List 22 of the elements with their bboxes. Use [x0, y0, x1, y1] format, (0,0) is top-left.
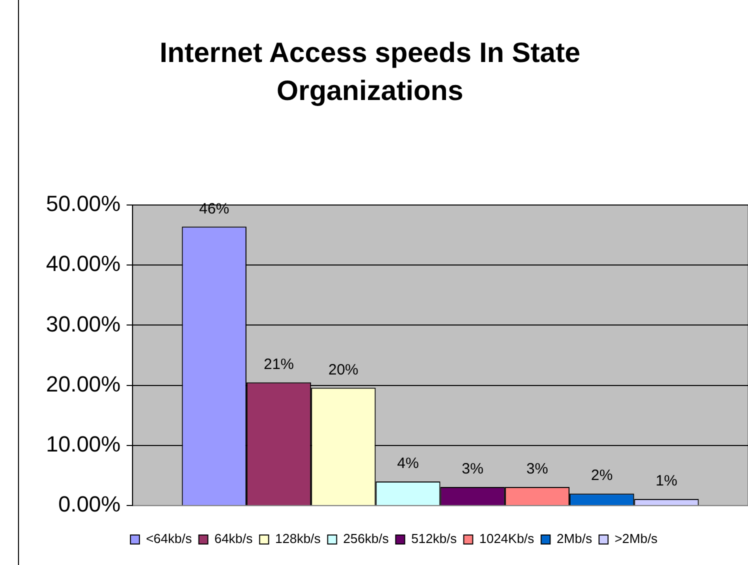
y-tick-label: 20.00% [46, 371, 121, 396]
legend-label: <64kb/s [146, 531, 192, 546]
legend-label: >2Mb/s [614, 531, 658, 546]
data-label: 3% [462, 460, 484, 478]
legend-label: 2Mb/s [556, 531, 593, 546]
data-label: 20% [328, 361, 358, 378]
y-tick-label: 0.00% [58, 492, 121, 517]
chart-title: Internet Access speeds In State Organizations [158, 36, 582, 108]
y-tick-label: 30.00% [46, 311, 121, 336]
legend-label: 1024Kb/s [479, 531, 535, 546]
y-tick-label: 10.00% [46, 432, 121, 457]
data-label: 4% [397, 455, 419, 472]
legend-label: 256kb/s [343, 531, 390, 546]
legend-label: 64kb/s [214, 531, 254, 546]
legend-label: 512kb/s [411, 531, 458, 546]
data-label: 1% [656, 472, 678, 490]
legend-label: 128kb/s [275, 531, 322, 546]
y-tick-label: 40.00% [46, 251, 121, 276]
data-label: 2% [591, 467, 613, 484]
data-label: 3% [526, 460, 548, 478]
data-label: 21% [264, 356, 294, 373]
y-tick-label: 50.00% [46, 191, 121, 216]
